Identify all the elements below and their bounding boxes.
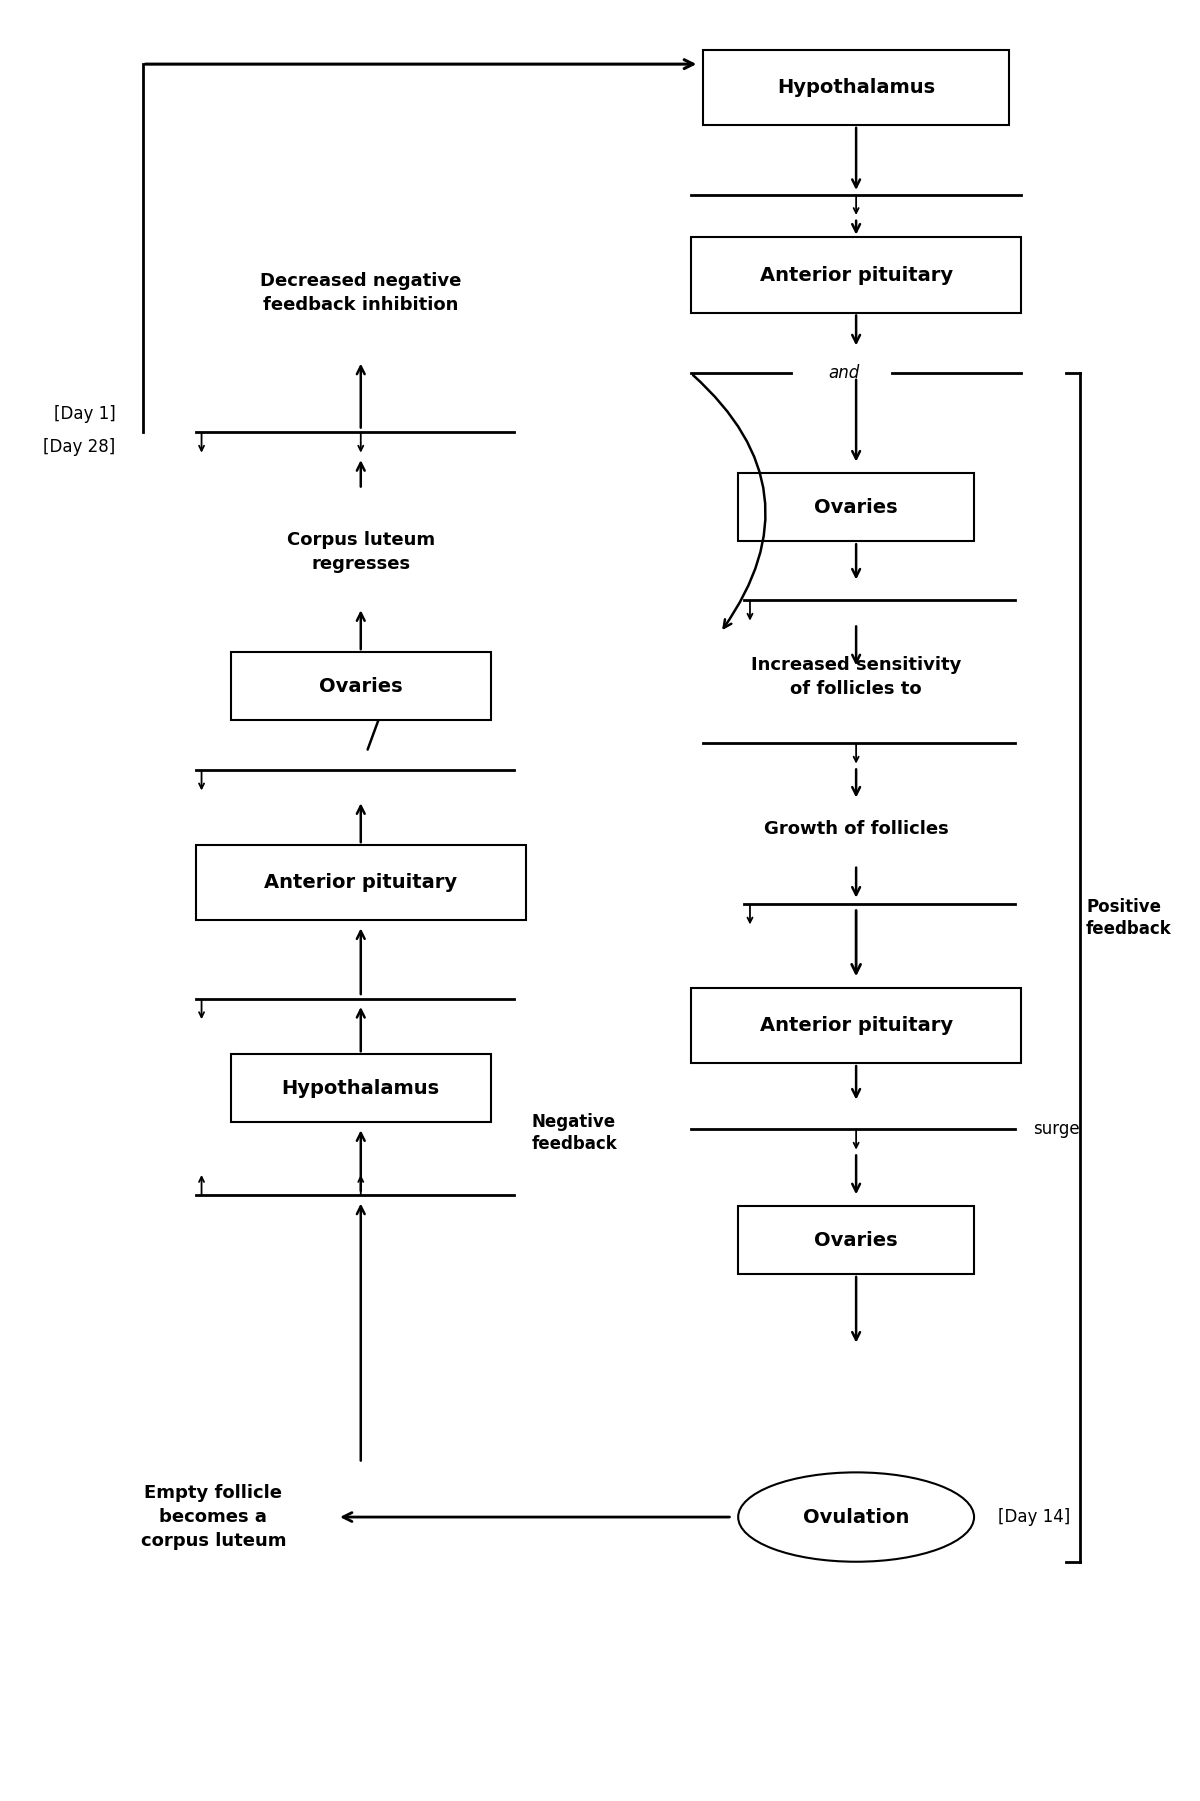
Text: Anterior pituitary: Anterior pituitary [264, 873, 457, 891]
FancyBboxPatch shape [691, 989, 1021, 1063]
FancyBboxPatch shape [703, 50, 1009, 124]
FancyBboxPatch shape [232, 652, 491, 720]
Text: [Day 1]: [Day 1] [54, 405, 115, 423]
Text: Empty follicle
becomes a
corpus luteum: Empty follicle becomes a corpus luteum [140, 1484, 286, 1549]
Text: [Day 28]: [Day 28] [43, 438, 115, 456]
Text: Positive
feedback: Positive feedback [1086, 899, 1172, 938]
Text: Anterior pituitary: Anterior pituitary [760, 1016, 953, 1036]
Text: Ovaries: Ovaries [815, 497, 898, 517]
Text: Ovaries: Ovaries [319, 677, 402, 695]
FancyBboxPatch shape [232, 1054, 491, 1122]
Text: Hypothalamus: Hypothalamus [282, 1079, 440, 1097]
Text: Anterior pituitary: Anterior pituitary [760, 265, 953, 285]
Text: and: and [829, 364, 860, 382]
Text: Decreased negative
feedback inhibition: Decreased negative feedback inhibition [260, 272, 462, 313]
Text: surge: surge [1033, 1120, 1080, 1138]
FancyBboxPatch shape [738, 1207, 974, 1273]
Text: Increased sensitivity
of follicles to: Increased sensitivity of follicles to [751, 656, 961, 699]
Text: Hypothalamus: Hypothalamus [778, 77, 935, 97]
Text: [Day 14]: [Day 14] [997, 1507, 1070, 1525]
FancyBboxPatch shape [738, 474, 974, 542]
Text: Corpus luteum
regresses: Corpus luteum regresses [287, 531, 434, 573]
Ellipse shape [738, 1473, 974, 1561]
FancyBboxPatch shape [691, 238, 1021, 313]
FancyBboxPatch shape [196, 845, 526, 920]
Text: Ovaries: Ovaries [815, 1230, 898, 1250]
Text: Ovulation: Ovulation [803, 1507, 910, 1527]
Text: Negative
feedback: Negative feedback [532, 1113, 618, 1153]
Text: Growth of follicles: Growth of follicles [763, 819, 948, 837]
